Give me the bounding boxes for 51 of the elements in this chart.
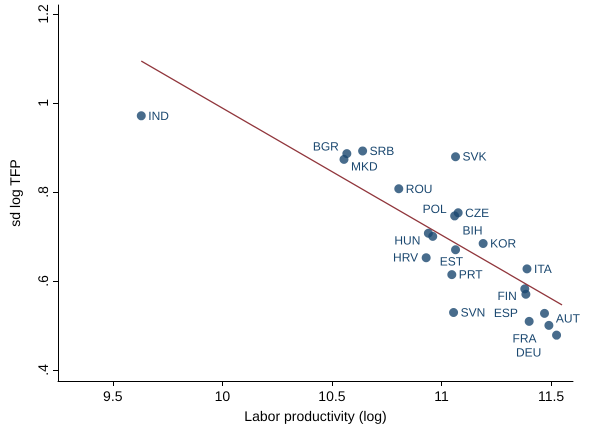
annotation: AUT (556, 311, 581, 326)
y-axis-title: sd log TFP (7, 159, 23, 227)
x-tick-label: 9.5 (103, 388, 123, 404)
point (544, 320, 554, 330)
x-tick-label: 10 (214, 388, 230, 404)
annotation: HRV (393, 250, 418, 265)
annotation: SVK (462, 150, 487, 164)
annotation: IND (148, 108, 170, 123)
annotation: KOR (490, 236, 516, 251)
annotation: ROU (406, 182, 432, 196)
annotation: SVN (460, 305, 486, 320)
point (451, 245, 460, 254)
point (524, 316, 534, 326)
point (422, 253, 431, 262)
annotation: ESP (494, 306, 518, 320)
point (540, 308, 550, 318)
point (449, 308, 458, 317)
annotation: HUN (394, 233, 420, 248)
y-tick-label: 1 (35, 98, 51, 107)
annotation: DEU (516, 345, 542, 360)
point (451, 152, 460, 162)
point (358, 146, 368, 156)
annotation: BGR (312, 140, 340, 154)
annotation: CZE (465, 206, 490, 220)
annotation: EST (440, 254, 464, 268)
point (521, 290, 530, 299)
annotation: ITA (534, 262, 552, 276)
point (552, 330, 562, 340)
x-axis-title: Labor productivity (log) (244, 408, 387, 424)
y-tick-label: .6 (35, 274, 51, 287)
annotation: MKD (350, 159, 378, 174)
point (428, 232, 438, 241)
point (522, 264, 532, 274)
annotation: FRA (512, 331, 537, 346)
point (136, 111, 146, 120)
point (340, 154, 348, 164)
x-tick-label: 11 (434, 388, 449, 404)
y-tick-label: 1.2 (35, 4, 51, 24)
point (447, 270, 456, 280)
y-tick-label: .8 (35, 186, 51, 198)
annotation: FIN (497, 288, 517, 303)
annotation: SRB (370, 144, 394, 158)
annotation: POL (422, 202, 447, 216)
point (450, 211, 460, 220)
point (478, 239, 488, 248)
annotation: BIH (462, 224, 483, 238)
x-tick-label: 10.5 (318, 388, 346, 404)
x-tick-label: 11.5 (538, 388, 564, 404)
y-tick-label: .4 (35, 364, 51, 376)
point (394, 184, 404, 194)
annotation: PRT (458, 268, 484, 282)
